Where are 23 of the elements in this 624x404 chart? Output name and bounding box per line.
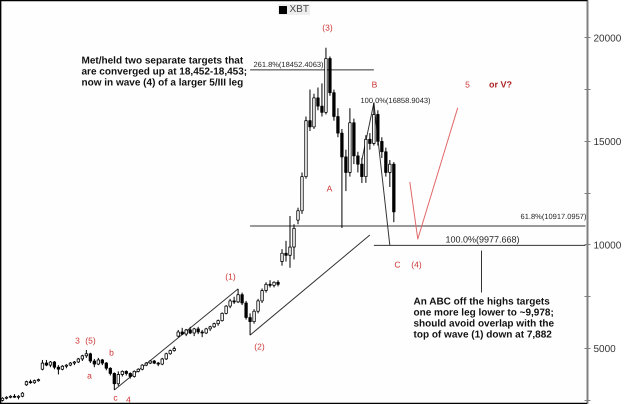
annotation: b [109, 348, 114, 358]
legend-label: XBT [290, 4, 310, 15]
annotation: An ABC off the highs targets one more leg lower to ~9,978; should avoid overlap with the top of wave (1) down at 7,882 [414, 296, 555, 340]
annotation: or V? [489, 80, 512, 90]
annotation: (1) [225, 272, 236, 282]
annotation: c [113, 392, 118, 402]
annotation: C [394, 260, 401, 270]
y-tick-label: 20000 [594, 33, 622, 44]
annotation: (4) [411, 260, 422, 270]
annotation: (3) [322, 22, 333, 32]
y-tick-label: 10000 [594, 240, 622, 252]
y-tick-label: 5000 [594, 344, 616, 356]
annotation: B [372, 80, 378, 90]
annotation: 3 [75, 336, 80, 346]
annotation: A [326, 184, 333, 194]
annotation: (2) [254, 342, 265, 352]
annotation: a [87, 370, 92, 380]
annotation: 5 [465, 80, 470, 90]
annotation: (5) [85, 336, 96, 346]
annotation: 100.0%(9977.668) [445, 234, 520, 244]
annotation: Met/held two separate targets that are converged up at 18,452-18,453; now in wave (4) of a larger 5/III leg [82, 56, 248, 88]
y-tick-label: 15000 [594, 136, 622, 148]
annotation: 4 [126, 394, 132, 404]
